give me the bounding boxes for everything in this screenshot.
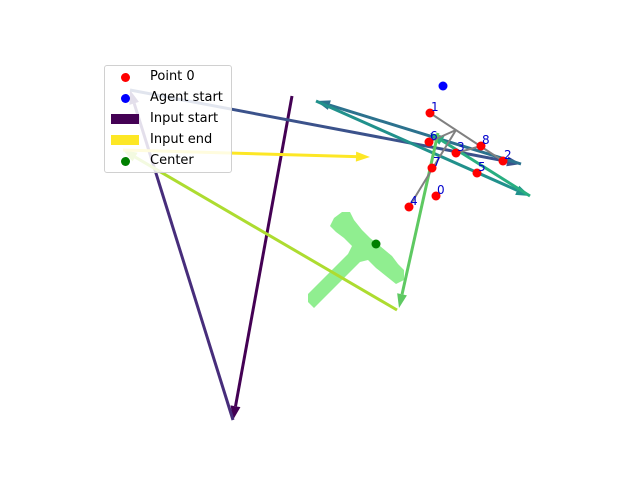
keypoint-label-3: 3 [457,140,465,154]
t-shape-body [308,212,404,308]
keypoint-label-2: 2 [504,148,512,162]
legend: Point 0 Agent start Input start Input en… [104,65,232,173]
keypoint-label-0: 0 [437,183,445,197]
agent-start-marker [438,81,448,91]
input-arrow-7 [134,155,398,312]
gray-connection-0 [429,112,504,162]
legend-label-center: Center [150,153,194,168]
keypoint-label-1: 1 [431,100,439,114]
keypoint-8 [476,141,486,151]
legend-marker-agent-start [121,94,130,103]
input-arrow-4 [315,99,518,192]
gray-connections [408,112,504,208]
keypoint-5 [472,168,482,178]
legend-marker-input-start [111,114,139,124]
keypoint-1 [425,108,435,118]
keypoint-0 [431,191,441,201]
legend-label-input-end: Input end [150,132,213,147]
keypoints: 0 1 2 3 4 5 6 7 8 [371,81,512,249]
input-arrow-3 [328,103,522,166]
input-arrow-head-8 [355,151,370,162]
gray-connection-2 [428,129,457,143]
keypoint-4 [404,202,414,212]
legend-marker-input-end [111,135,139,145]
input-arrow-head-6 [397,293,407,308]
legend-item-input-end: Input end [105,130,231,150]
input-arrow-0 [234,95,294,407]
legend-label-agent-start: Agent start [150,90,223,105]
keypoint-2 [498,156,508,166]
legend-label-point0: Point 0 [150,69,195,84]
legend-marker-point0 [121,73,130,82]
legend-item-center: Center [105,151,231,171]
keypoint-label-7: 7 [433,155,441,169]
legend-label-input-start: Input start [150,111,219,126]
legend-item-agent-start: Agent start [105,88,231,108]
legend-item-point0: Point 0 [105,67,231,87]
input-arrow-6 [400,132,440,295]
keypoint-label-4: 4 [410,194,418,208]
legend-item-input-start: Input start [105,109,231,129]
center-marker [371,239,381,249]
keypoint-7 [427,163,437,173]
legend-marker-center [121,157,130,166]
keypoint-label-6: 6 [430,129,438,143]
keypoint-label-8: 8 [482,133,490,147]
keypoint-6 [424,137,434,147]
keypoint-label-5: 5 [478,160,486,174]
t-shape [308,212,404,308]
keypoint-3 [451,148,461,158]
